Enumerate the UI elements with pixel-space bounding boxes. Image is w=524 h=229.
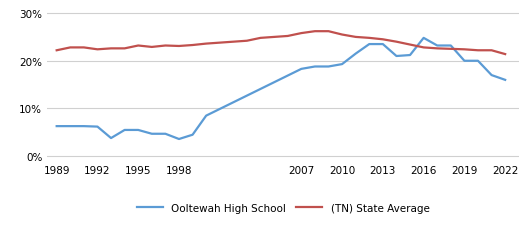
(TN) State Average (257, 37, 264, 40)
(TN) State Average (285, 35, 291, 38)
(TN) State Average (434, 48, 440, 51)
Ooltewah High School (203, 115, 209, 117)
(TN) State Average (298, 33, 304, 35)
(TN) State Average (394, 41, 400, 44)
Ooltewah High School (475, 60, 481, 63)
(TN) State Average (407, 44, 413, 47)
Ooltewah High School (108, 137, 114, 140)
Legend: Ooltewah High School, (TN) State Average: Ooltewah High School, (TN) State Average (133, 199, 433, 218)
Ooltewah High School (312, 66, 318, 68)
Ooltewah High School (447, 45, 454, 48)
Ooltewah High School (339, 63, 345, 66)
(TN) State Average (447, 48, 454, 51)
(TN) State Average (339, 34, 345, 37)
Ooltewah High School (434, 45, 440, 48)
(TN) State Average (108, 48, 114, 51)
Ooltewah High School (366, 44, 373, 46)
Ooltewah High School (135, 129, 141, 132)
(TN) State Average (190, 44, 196, 47)
(TN) State Average (475, 50, 481, 52)
(TN) State Average (203, 43, 209, 46)
(TN) State Average (94, 49, 101, 52)
(TN) State Average (461, 49, 467, 52)
(TN) State Average (216, 42, 223, 45)
Ooltewah High School (67, 125, 73, 128)
(TN) State Average (271, 36, 277, 39)
(TN) State Average (176, 45, 182, 48)
(TN) State Average (230, 41, 236, 44)
Ooltewah High School (53, 125, 60, 128)
Ooltewah High School (325, 66, 332, 68)
(TN) State Average (502, 54, 508, 56)
(TN) State Average (135, 45, 141, 48)
Ooltewah High School (407, 55, 413, 57)
(TN) State Average (420, 47, 427, 49)
Ooltewah High School (176, 138, 182, 141)
Ooltewah High School (502, 79, 508, 82)
Ooltewah High School (394, 55, 400, 58)
(TN) State Average (149, 46, 155, 49)
(TN) State Average (53, 50, 60, 52)
(TN) State Average (122, 48, 128, 51)
Ooltewah High School (94, 126, 101, 128)
Ooltewah High School (461, 60, 467, 63)
(TN) State Average (67, 47, 73, 49)
(TN) State Average (244, 40, 250, 43)
Ooltewah High School (420, 37, 427, 40)
Line: Ooltewah High School: Ooltewah High School (57, 39, 505, 139)
Line: (TN) State Average: (TN) State Average (57, 32, 505, 55)
Ooltewah High School (190, 134, 196, 136)
(TN) State Average (380, 39, 386, 41)
Ooltewah High School (149, 133, 155, 136)
Ooltewah High School (353, 53, 359, 56)
(TN) State Average (312, 31, 318, 33)
Ooltewah High School (122, 129, 128, 132)
(TN) State Average (488, 50, 495, 52)
Ooltewah High School (162, 133, 169, 136)
(TN) State Average (353, 36, 359, 39)
(TN) State Average (162, 45, 169, 48)
(TN) State Average (325, 31, 332, 33)
Ooltewah High School (81, 125, 87, 128)
(TN) State Average (81, 47, 87, 49)
(TN) State Average (366, 37, 373, 40)
Ooltewah High School (380, 44, 386, 46)
Ooltewah High School (488, 74, 495, 77)
Ooltewah High School (298, 68, 304, 71)
